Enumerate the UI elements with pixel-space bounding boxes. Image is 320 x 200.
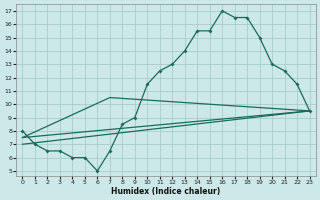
X-axis label: Humidex (Indice chaleur): Humidex (Indice chaleur) (111, 187, 221, 196)
